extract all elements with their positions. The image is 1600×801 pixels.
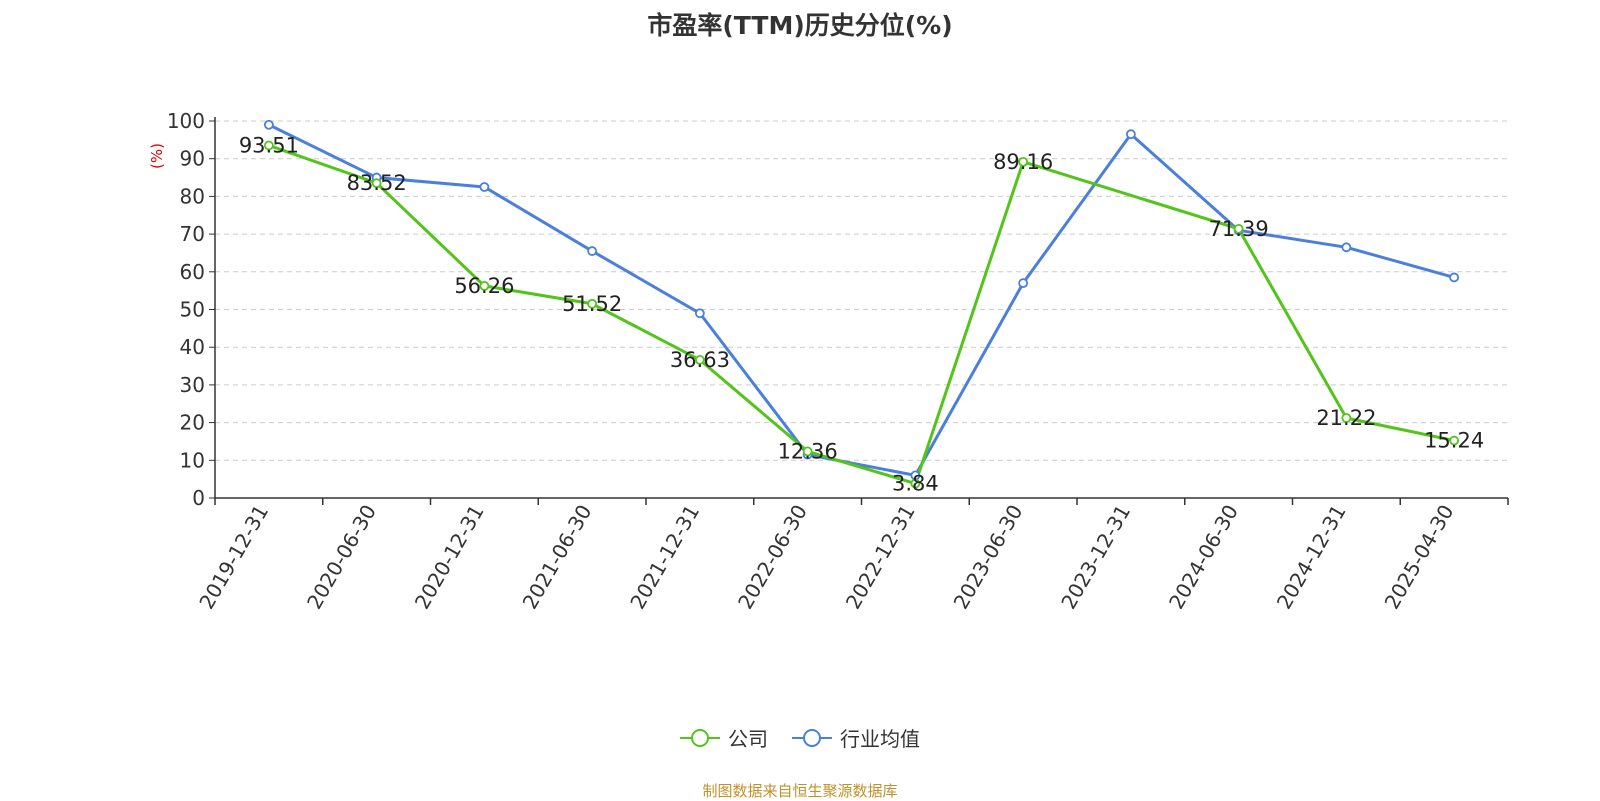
data-point[interactable] bbox=[1449, 272, 1460, 283]
data-point[interactable] bbox=[802, 446, 813, 457]
data-label: 51.52 bbox=[562, 292, 622, 316]
y-tick-label: 100 bbox=[167, 109, 205, 133]
x-tick-label: 2022-06-30 bbox=[733, 501, 812, 614]
series-line-0 bbox=[268, 144, 1455, 486]
x-tick-labels: 2019-12-31 2020-06-30 2020-12-31 2021-06-30… bbox=[194, 501, 1458, 614]
data-point[interactable] bbox=[479, 280, 490, 291]
data-point[interactable] bbox=[1341, 242, 1352, 253]
y-tick-label: 90 bbox=[180, 147, 205, 171]
data-point[interactable] bbox=[1341, 413, 1352, 423]
grid-lines bbox=[215, 120, 1508, 461]
data-point[interactable] bbox=[263, 140, 274, 151]
data-point[interactable] bbox=[1233, 223, 1244, 234]
y-tick-label: 40 bbox=[180, 335, 205, 359]
data-point[interactable] bbox=[1018, 156, 1029, 167]
x-tick-label: 2020-12-31 bbox=[410, 501, 489, 614]
legend-label-company: 公司 bbox=[728, 727, 768, 751]
legend-item-company[interactable]: 公司 bbox=[680, 723, 768, 752]
x-tick-label: 2025-04-30 bbox=[1380, 501, 1459, 614]
data-label: 71.39 bbox=[1209, 217, 1269, 241]
data-label: 83.52 bbox=[347, 171, 407, 195]
y-tick-label: 60 bbox=[180, 260, 205, 284]
source-note: 制图数据来自恒生聚源数据库 bbox=[702, 782, 898, 800]
y-tick-label: 80 bbox=[180, 184, 205, 208]
y-tick-label: 50 bbox=[180, 298, 205, 322]
data-point[interactable] bbox=[1018, 278, 1029, 289]
y-tick-labels: 0 10 20 30 40 50 60 70 80 90 100 bbox=[167, 109, 205, 510]
legend-line-circle-icon bbox=[680, 728, 720, 747]
series-line-1 bbox=[268, 123, 1455, 477]
x-tick-label: 2021-06-30 bbox=[518, 501, 597, 614]
x-tick-label: 2020-06-30 bbox=[302, 501, 381, 614]
x-tick-label: 2023-12-31 bbox=[1056, 501, 1135, 614]
x-tick-label: 2021-12-31 bbox=[625, 501, 704, 614]
data-point[interactable] bbox=[694, 308, 705, 319]
y-tick-label: 30 bbox=[180, 373, 205, 397]
y-axis-label: (%) bbox=[148, 143, 166, 169]
data-point[interactable] bbox=[694, 355, 705, 365]
legend-line-circle-icon bbox=[792, 728, 832, 747]
y-tick-label: 10 bbox=[180, 448, 205, 472]
y-tick-label: 70 bbox=[180, 222, 205, 246]
data-point[interactable] bbox=[263, 119, 274, 130]
legend-item-industry-average[interactable]: 行业均值 bbox=[792, 723, 920, 752]
x-tick-label: 2024-12-31 bbox=[1272, 501, 1351, 614]
data-labels: 93.51 83.52 56.26 51.52 36.63 12.36 3.84 89.16 7… bbox=[239, 133, 1484, 495]
data-label: 36.63 bbox=[670, 348, 730, 372]
series-lines bbox=[268, 123, 1455, 486]
axes bbox=[209, 117, 1509, 505]
legend: 公司 行业均值 bbox=[0, 723, 1600, 752]
data-point[interactable] bbox=[479, 182, 490, 192]
data-label: 21.22 bbox=[1316, 406, 1376, 430]
y-tick-label: 20 bbox=[180, 411, 205, 435]
data-point[interactable] bbox=[910, 478, 921, 489]
x-tick-label: 2023-06-30 bbox=[949, 501, 1028, 614]
data-point[interactable] bbox=[1449, 435, 1460, 446]
series-points bbox=[263, 119, 1460, 489]
data-point[interactable] bbox=[371, 178, 382, 189]
data-label: 56.26 bbox=[454, 274, 514, 298]
data-label: 93.51 bbox=[239, 133, 299, 157]
data-point[interactable] bbox=[587, 246, 598, 256]
legend-label-industry-average: 行业均值 bbox=[840, 727, 920, 751]
data-point[interactable] bbox=[1125, 129, 1136, 140]
data-label: 3.84 bbox=[892, 472, 939, 496]
x-tick-label: 2024-06-30 bbox=[1164, 501, 1243, 614]
data-point[interactable] bbox=[587, 298, 598, 309]
chart-title: 市盈率(TTM)历史分位(%) bbox=[647, 11, 953, 40]
data-label: 12.36 bbox=[778, 439, 838, 463]
data-label: 89.16 bbox=[993, 150, 1053, 174]
x-tick-label: 2022-12-31 bbox=[841, 501, 920, 614]
data-label: 15.24 bbox=[1424, 429, 1484, 453]
y-tick-label: 0 bbox=[192, 486, 205, 510]
x-tick-label: 2019-12-31 bbox=[194, 501, 273, 614]
